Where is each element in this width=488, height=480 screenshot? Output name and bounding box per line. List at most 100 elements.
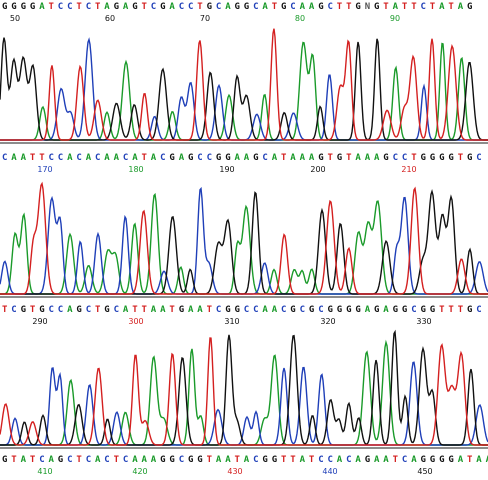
base: T — [39, 153, 45, 163]
base: C — [188, 2, 193, 12]
base: A — [300, 2, 306, 12]
position-label: 320 — [320, 317, 335, 326]
base: C — [290, 2, 295, 12]
base: G — [160, 455, 165, 465]
base: T — [439, 305, 445, 315]
trace — [0, 361, 488, 446]
trace — [0, 181, 488, 295]
base: T — [76, 455, 82, 465]
base: G — [235, 2, 240, 12]
base: G — [2, 2, 7, 12]
base: A — [197, 305, 203, 315]
base: C — [402, 153, 407, 163]
base: G — [365, 455, 370, 465]
base: A — [300, 455, 306, 465]
base: A — [365, 305, 371, 315]
base: T — [272, 2, 278, 12]
base: G — [318, 2, 323, 12]
base: A — [476, 455, 482, 465]
base: T — [281, 455, 287, 465]
base: T — [30, 305, 36, 315]
base: A — [123, 305, 129, 315]
base: C — [49, 305, 54, 315]
position-label: 50 — [10, 14, 20, 23]
base: A — [300, 153, 306, 163]
position-label: 90 — [390, 14, 400, 23]
base: A — [244, 153, 250, 163]
base: G — [309, 305, 314, 315]
base: A — [355, 153, 361, 163]
base: T — [114, 455, 120, 465]
base: A — [11, 153, 17, 163]
base: G — [430, 455, 435, 465]
base: A — [458, 455, 464, 465]
base: G — [439, 455, 444, 465]
base: C — [2, 153, 7, 163]
base: T — [411, 153, 417, 163]
position-label: 450 — [417, 467, 432, 476]
base: T — [142, 153, 148, 163]
position-label: 420 — [132, 467, 147, 476]
base: C — [244, 305, 249, 315]
base: C — [328, 2, 333, 12]
base: T — [2, 305, 8, 315]
base: C — [67, 2, 72, 12]
base: C — [197, 153, 202, 163]
base: C — [421, 2, 426, 12]
base: G — [393, 305, 398, 315]
base: G — [467, 305, 472, 315]
base: A — [104, 153, 110, 163]
base: G — [188, 153, 193, 163]
base: C — [411, 305, 416, 315]
base: C — [151, 2, 156, 12]
base: T — [337, 2, 343, 12]
base: C — [123, 455, 128, 465]
base: C — [393, 153, 398, 163]
base: G — [421, 455, 426, 465]
base: A — [272, 305, 278, 315]
base: G — [21, 2, 26, 12]
base: G — [402, 305, 407, 315]
base: A — [439, 2, 445, 12]
base: T — [30, 153, 36, 163]
base: C — [346, 455, 351, 465]
base: C — [58, 305, 63, 315]
base: A — [244, 455, 250, 465]
base: G — [104, 305, 109, 315]
base: A — [216, 455, 222, 465]
position-label: 290 — [32, 317, 47, 326]
base: T — [142, 305, 148, 315]
base: T — [281, 153, 287, 163]
base: C — [300, 305, 305, 315]
base: A — [290, 153, 296, 163]
base: N — [365, 2, 370, 12]
base: A — [95, 455, 101, 465]
base: A — [365, 153, 371, 163]
trace — [0, 37, 488, 141]
base: G — [207, 2, 212, 12]
base: A — [309, 2, 315, 12]
base: C — [123, 153, 128, 163]
base: C — [216, 2, 221, 12]
base: G — [439, 153, 444, 163]
base: C — [58, 153, 63, 163]
base: C — [328, 455, 333, 465]
base: A — [383, 305, 389, 315]
base: G — [430, 305, 435, 315]
base: C — [76, 153, 81, 163]
base: G — [374, 305, 379, 315]
base: A — [393, 2, 399, 12]
base: T — [467, 455, 473, 465]
position-label: 300 — [128, 317, 143, 326]
base: C — [49, 153, 54, 163]
base: T — [30, 455, 36, 465]
base: A — [104, 2, 110, 12]
base: G — [467, 2, 472, 12]
base: C — [281, 305, 286, 315]
base: C — [318, 305, 323, 315]
base: G — [467, 153, 472, 163]
base: G — [235, 305, 240, 315]
base: G — [225, 305, 230, 315]
